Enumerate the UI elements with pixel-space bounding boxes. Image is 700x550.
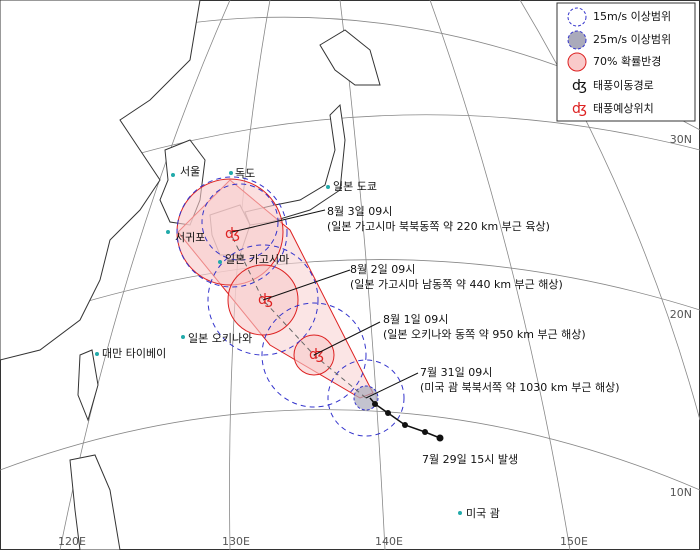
forecast-time: 8월 3일 09시: [327, 204, 392, 218]
forecast-time: 7월 31일 09시: [420, 365, 492, 379]
place-marker: [181, 335, 185, 339]
place-label: 서울: [180, 165, 200, 178]
place-marker: [218, 260, 222, 264]
legend-label: 15m/s 이상범위: [593, 10, 671, 23]
radius-15ms: [261, 302, 367, 408]
radius-15ms: [327, 359, 405, 437]
legend-label: 태풍이동경로: [593, 79, 654, 92]
lon-label: 130E: [222, 535, 250, 548]
leaders: [231, 209, 419, 399]
svg-text:ʤ: ʤ: [572, 101, 587, 117]
coastlines: [0, 0, 381, 550]
lat-label: 20N: [670, 308, 692, 321]
forecast-symbol: ʤ: [309, 347, 324, 363]
radius-15ms: [201, 183, 279, 261]
forecast-description: (일본 오키나와 동쪽 약 950 km 부근 해상): [383, 327, 586, 341]
forecast-time: 8월 2일 09시: [350, 262, 415, 276]
track-point: [385, 410, 391, 416]
place-label: 일본 가고시마: [225, 252, 289, 266]
forecast-symbols: ʤ ʤ ʤ: [225, 226, 324, 363]
forecast-description: (일본 가고시마 북북동쪽 약 220 km 부근 육상): [327, 219, 550, 233]
svg-text:ʤ: ʤ: [572, 78, 587, 94]
lat-label: 30N: [670, 133, 692, 146]
legend-label: 태풍예상위치: [593, 102, 654, 115]
forecast-symbol: ʤ: [225, 226, 240, 242]
lon-label: 150E: [560, 535, 588, 548]
track-point: [422, 429, 428, 435]
forecast-symbol: ʤ: [258, 292, 273, 308]
forecast-time: 8월 1일 09시: [383, 312, 448, 326]
place-label: 서귀포: [175, 231, 205, 244]
place-label: 미국 괌: [466, 507, 500, 520]
forecast-track: [229, 231, 367, 399]
track-point: [436, 434, 444, 442]
forecast-description: (일본 가고시마 남동쪽 약 440 km 부근 해상): [350, 277, 563, 291]
lon-label: 140E: [375, 535, 403, 548]
place-marker: [166, 230, 170, 234]
forecast-description: (미국 괌 북북서쪽 약 1030 km 부근 해상): [420, 380, 620, 394]
track-point: [372, 401, 378, 407]
place-marker: [326, 185, 330, 189]
genesis-label: 7월 29일 15시 발생: [422, 452, 518, 466]
legend-label: 25m/s 이상범위: [593, 33, 671, 46]
place-label: 대만 타이베이: [102, 347, 166, 360]
past-track: [369, 397, 444, 442]
forecast-areas: [176, 176, 405, 437]
place-marker: [458, 511, 462, 515]
radius-15ms: [207, 244, 319, 356]
lon-label: 120E: [58, 535, 86, 548]
track-point: [402, 422, 408, 428]
lat-label: 10N: [670, 486, 692, 499]
place-label: 일본 오키나와: [188, 331, 252, 345]
place-marker: [171, 173, 175, 177]
place-marker: [95, 352, 99, 356]
place-label: 독도: [235, 167, 255, 180]
radius-15ms: [176, 176, 288, 288]
place-label: 일본 도쿄: [333, 179, 377, 193]
place-marker: [229, 171, 233, 175]
legend-label: 70% 확률반경: [593, 55, 661, 68]
legend: ʤ ʤ: [556, 2, 696, 122]
